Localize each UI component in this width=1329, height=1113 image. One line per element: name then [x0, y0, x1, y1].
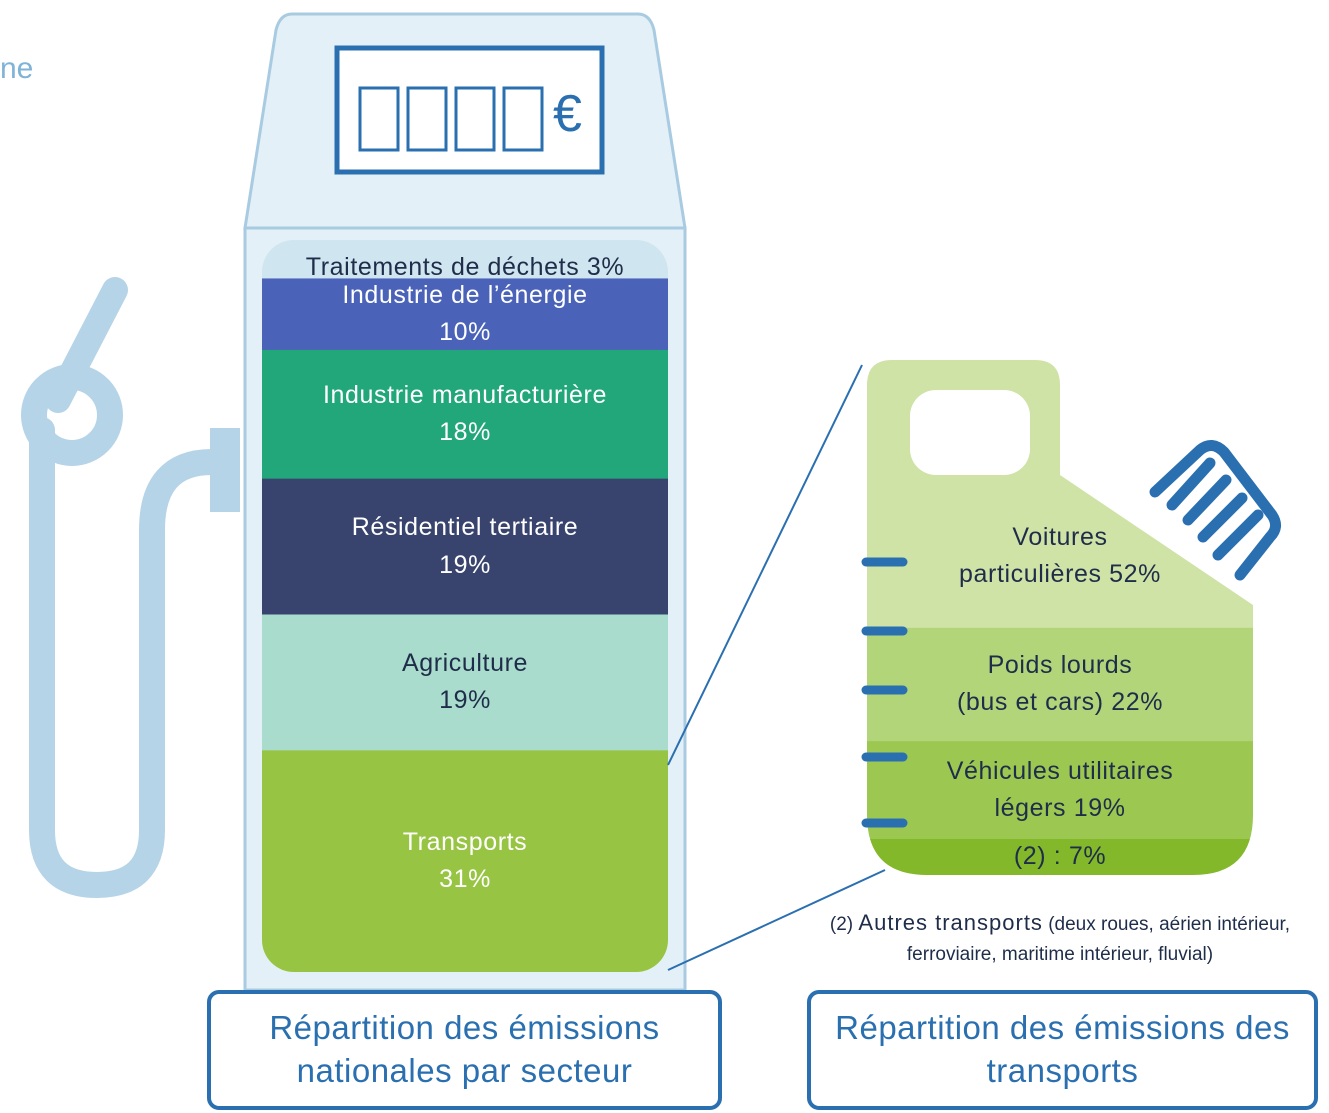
- segment-value: 22%: [1111, 688, 1163, 716]
- segment-value: 7%: [1069, 842, 1106, 870]
- segment-name: (2) :: [1014, 842, 1061, 870]
- segment-name: Industrie de l’énergie: [342, 281, 587, 309]
- footnote-marker: (2): [830, 914, 853, 935]
- segment-label: Véhicules utilitaires légers 19%: [867, 741, 1253, 839]
- segment-label: Voitures particulières 52%: [867, 485, 1253, 628]
- segment-label: Traitements de déchets 3%: [262, 257, 668, 278]
- segment-name: Poids lourds (bus et cars): [957, 651, 1132, 717]
- footnote: (2) Autres transports (deux roues, aérie…: [790, 905, 1329, 971]
- label-line: Véhicules utilitaires légers 19%: [947, 753, 1174, 828]
- segment-name: Véhicules utilitaires légers: [947, 757, 1174, 823]
- segment-value: 19%: [439, 547, 491, 585]
- segment-name: Résidentiel tertiaire: [352, 513, 579, 541]
- label-line: Industrie de l’énergie: [342, 277, 587, 315]
- label-line: Industrie manufacturière: [323, 377, 607, 415]
- label-line: Transports: [403, 824, 528, 862]
- label-line: (2) : 7%: [1014, 838, 1106, 876]
- caption: Répartition des émissions nationales par…: [207, 990, 722, 1110]
- segment-label: Industrie manufacturière 18%: [262, 350, 668, 479]
- segment-label: (2) : 7%: [867, 839, 1253, 875]
- currency-sign: €: [553, 84, 582, 144]
- segment-value: 52%: [1109, 560, 1161, 588]
- segment-label: Agriculture 19%: [262, 615, 668, 751]
- jerrycan-handle: [910, 390, 1030, 475]
- caption: Répartition des émissions des transports: [807, 990, 1318, 1110]
- segment-value: 10%: [439, 314, 491, 352]
- label-line: Résidentiel tertiaire: [352, 509, 579, 547]
- segment-label: Industrie de l’énergie 10%: [262, 278, 668, 350]
- segment-label: Poids lourds (bus et cars) 22%: [867, 628, 1253, 741]
- segment-value: 31%: [439, 861, 491, 899]
- segment-label: Résidentiel tertiaire 19%: [262, 479, 668, 615]
- pump-hose: [34, 290, 212, 885]
- segment-label: Transports 31%: [262, 750, 668, 972]
- label-line: Poids lourds (bus et cars) 22%: [957, 647, 1163, 722]
- segment-name: Agriculture: [402, 649, 528, 677]
- nozzle-holder: [210, 428, 240, 512]
- cut-off-text: ne: [0, 52, 33, 86]
- segment-value: 3%: [587, 253, 624, 281]
- segment-value: 19%: [439, 682, 491, 720]
- segment-value: 19%: [1074, 794, 1126, 822]
- segment-name: Transports: [403, 828, 528, 856]
- infographic: ne € (2) Autres transports (deux roues, …: [0, 0, 1329, 1113]
- segment-name: Industrie manufacturière: [323, 381, 607, 409]
- label-line: Agriculture: [402, 645, 528, 683]
- label-line: Voitures particulières 52%: [959, 519, 1161, 594]
- zoom-line: [668, 365, 862, 765]
- footnote-term: Autres transports: [858, 910, 1043, 935]
- segment-value: 18%: [439, 414, 491, 452]
- segment-name: Voitures particulières: [959, 523, 1108, 589]
